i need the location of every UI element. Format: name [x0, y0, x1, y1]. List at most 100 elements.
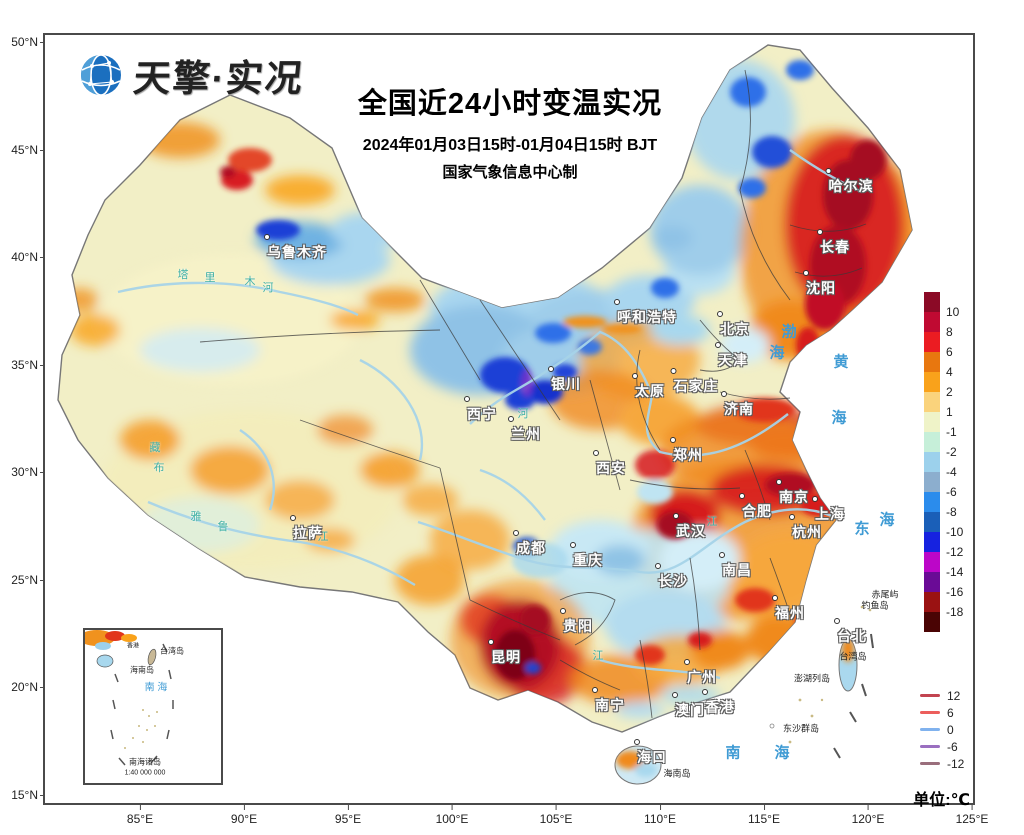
map-producer: 国家气象信息中心制	[442, 164, 578, 181]
lon-tick-label: 90°E	[230, 805, 258, 826]
isoline-value-label: -6	[947, 739, 958, 754]
colorbar-tick-label: -16	[946, 585, 964, 599]
river-label: 木	[244, 276, 256, 288]
lon-tick-label: 105°E	[539, 805, 573, 826]
scattered-islands	[769, 605, 872, 744]
isoline-swatch	[920, 762, 940, 765]
inset-label: 海南岛	[130, 665, 154, 675]
lon-tick-label: 95°E	[334, 805, 362, 826]
city-label: 南宁	[592, 687, 625, 713]
inset-label: 南 海	[144, 682, 168, 694]
city-label: 广州	[684, 659, 717, 685]
isoline-swatch	[920, 711, 940, 714]
city-label: 拉萨	[290, 515, 323, 541]
sea-label: 海	[879, 511, 895, 529]
lat-tick-label: 35°N	[11, 358, 45, 372]
lon-tick-label: 120°E	[851, 805, 885, 826]
isoline-legend-row: 6	[920, 704, 964, 721]
isoline-value-label: 12	[947, 688, 961, 703]
city-label: 沈阳	[803, 270, 836, 296]
river-label: 江	[592, 650, 604, 662]
sea-label: 南	[725, 744, 741, 762]
inset-label: 南海诸岛	[129, 757, 161, 767]
sea-label: 黄	[833, 353, 849, 371]
china-temperature-change-map	[57, 44, 913, 785]
map-title: 全国近24小时变温实况	[357, 88, 663, 120]
lon-tick-label: 110°E	[644, 805, 676, 826]
city-label: 重庆	[570, 542, 603, 568]
isoline-value-label: -12	[947, 756, 965, 771]
city-label: 合肥	[739, 493, 772, 519]
isoline-swatch	[920, 694, 940, 697]
city-label: 杭州	[789, 514, 822, 540]
city-label: 武汉	[673, 513, 706, 539]
colorbar-block	[924, 452, 940, 472]
city-label: 昆明	[488, 639, 521, 665]
colorbar-tick-label: 8	[946, 325, 953, 339]
river-label: 塔	[177, 269, 189, 281]
city-label: 福州	[772, 595, 805, 621]
isoline-legend-row: 12	[920, 687, 964, 704]
colorbar-tick-label: -4	[946, 465, 957, 479]
colorbar-tick-label: -1	[946, 425, 957, 439]
colorbar-tick-label: -6	[946, 485, 957, 499]
city-label: 郑州	[670, 437, 703, 463]
sea-label: 海	[774, 744, 790, 762]
sea-label: 东	[854, 520, 870, 538]
colorbar-tick-label: -12	[946, 545, 964, 559]
unit-label: 单位:℃	[913, 792, 970, 809]
city-label: 哈尔滨	[825, 168, 874, 194]
isoline-legend-row: 0	[920, 721, 964, 738]
river-label: 鲁	[217, 521, 229, 533]
rivers	[117, 149, 863, 680]
map-period: 2024年01月03日15时-01月04日15时 BJT	[362, 137, 658, 154]
lon-tick-label: 100°E	[435, 805, 469, 826]
colorbar-block	[924, 592, 940, 612]
river-label: 雅	[190, 511, 202, 523]
city-label: 兰州	[508, 416, 541, 442]
colorbar-block	[924, 572, 940, 592]
city-label: 西安	[593, 450, 626, 476]
city-label: 北京	[717, 311, 750, 337]
colorbar-tick-label: 1	[946, 405, 953, 419]
colorbar-block	[924, 412, 940, 432]
inset-map-graphic	[85, 630, 174, 766]
island-label: 台湾岛	[839, 651, 867, 662]
city-label: 乌鲁木齐	[264, 234, 327, 260]
colorbar-tick-label: -8	[946, 505, 957, 519]
colorbar-tick-label: -2	[946, 445, 957, 459]
lat-tick-label: 40°N	[11, 250, 45, 264]
river-label: 河	[517, 408, 529, 420]
colorbar-block	[924, 312, 940, 332]
temperature-colorbar: 10 8 6 4 2 1 -1 -2 -4 -6 -8 -10 -12 -14 -16 -18	[924, 292, 963, 632]
city-label: 上海	[812, 496, 845, 522]
inset-label: 香港	[126, 643, 140, 650]
colorbar-block	[924, 392, 940, 412]
lat-tick-label: 20°N	[11, 680, 45, 694]
sea-label: 海	[831, 409, 847, 427]
colorbar-block	[924, 432, 940, 452]
lat-tick-label: 45°N	[11, 143, 45, 157]
city-label: 长春	[817, 229, 850, 255]
title-block: 全国近24小时变温实况 2024年01月03日15时-01月04日15时 BJT…	[290, 80, 730, 182]
colorbar-tick-label: 6	[946, 345, 953, 359]
logo-text: 天擎·实况	[131, 58, 307, 99]
city-label: 成都	[513, 530, 546, 556]
city-label: 济南	[721, 391, 754, 417]
river-label: 河	[262, 282, 274, 294]
globe-icon	[81, 54, 121, 96]
city-label: 香港	[702, 689, 735, 715]
city-label: 南昌	[719, 552, 752, 578]
city-label: 呼和浩特	[614, 299, 677, 325]
lat-tick-label: 50°N	[11, 35, 45, 49]
city-label: 台北	[834, 618, 867, 644]
isoline-value-label: 0	[947, 722, 954, 737]
colorbar-block	[924, 512, 940, 532]
inset-label: 台湾岛	[160, 646, 184, 656]
river-label: 里	[204, 272, 216, 284]
river-label: 藏	[149, 442, 161, 454]
colorbar-tick-label: 2	[946, 385, 953, 399]
lat-tick-label: 30°N	[11, 465, 45, 479]
colorbar-block	[924, 552, 940, 572]
boundary-dashes	[833, 633, 874, 759]
